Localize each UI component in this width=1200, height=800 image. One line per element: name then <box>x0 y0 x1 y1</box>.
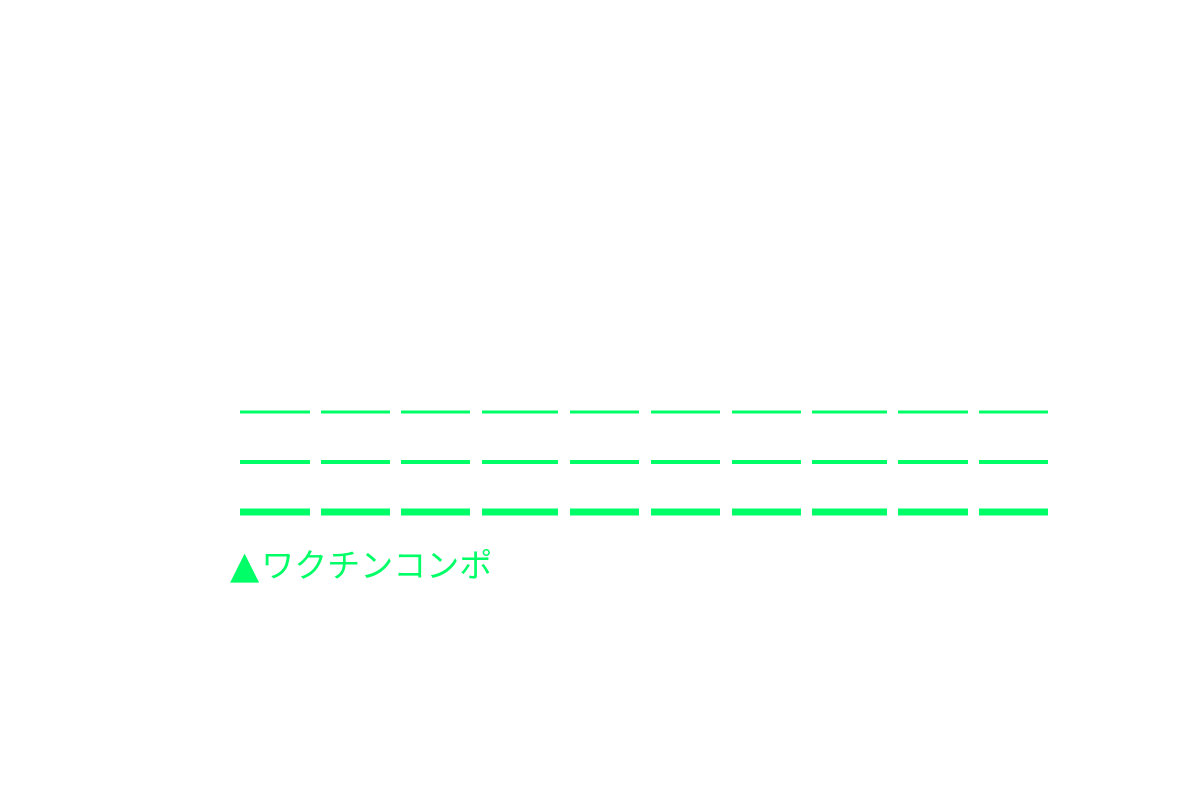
triangle-up-icon: ▲ <box>230 543 260 587</box>
caption-text: ワクチンコンポ <box>261 545 493 585</box>
caption: ▲ ワクチンコンポ <box>230 543 492 587</box>
